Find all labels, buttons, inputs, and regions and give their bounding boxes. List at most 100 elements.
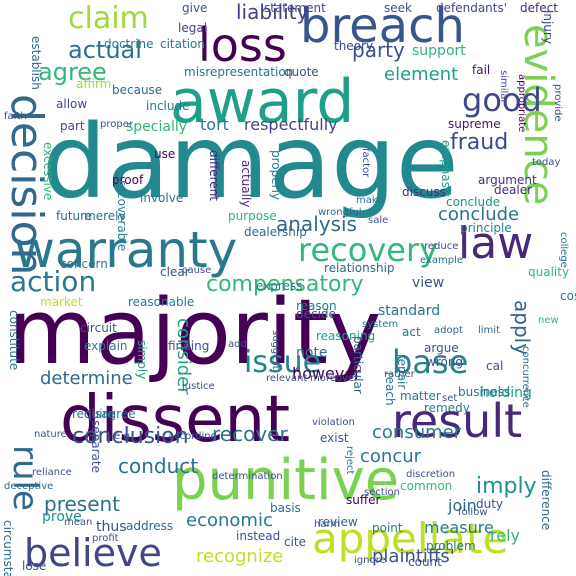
word-cloud-word: result	[392, 394, 523, 448]
word-cloud-word: citation	[160, 37, 205, 51]
word-cloud-word: believe	[24, 531, 162, 575]
word-cloud-word: good	[462, 81, 542, 119]
word-cloud-word: matter	[400, 389, 441, 403]
word-cloud-word: proper	[100, 119, 133, 130]
word-cloud-word: profit	[92, 533, 119, 544]
word-cloud-word: faith	[4, 111, 27, 122]
word-cloud-word: economic	[186, 510, 273, 531]
word-cloud-word: wrong	[426, 355, 464, 369]
word-cloud-word: today	[532, 157, 561, 168]
word-cloud-word: recognize	[196, 546, 284, 567]
word-cloud-word: majority	[8, 280, 382, 385]
word-cloud-word: determination	[212, 471, 283, 482]
word-cloud-word: view	[412, 275, 445, 291]
word-cloud-word: plaintiffs'	[372, 546, 455, 567]
word-cloud-word: analysis	[276, 212, 357, 236]
word-cloud-word: cause	[182, 265, 212, 276]
word-cloud-word: circuit	[80, 321, 117, 335]
word-cloud-word: issue	[244, 345, 322, 380]
word-cloud-word: instead	[236, 529, 281, 543]
word-cloud-word: because	[112, 83, 163, 97]
word-cloud-word: legal	[178, 21, 208, 35]
word-cloud-word: adopt	[434, 325, 463, 336]
word-cloud-word: theory	[334, 39, 374, 53]
word-cloud-word: conduct	[118, 454, 199, 478]
word-cloud-word: difference	[539, 470, 553, 531]
word-cloud-word: cost	[560, 289, 576, 303]
word-cloud-word: violation	[312, 417, 355, 428]
word-cloud-word: require	[72, 407, 115, 421]
word-cloud-word: nature	[34, 429, 67, 440]
word-cloud-word: defect	[520, 1, 558, 15]
word-cloud-word: act	[402, 325, 421, 339]
word-cloud-word: reasoning	[316, 329, 376, 343]
word-cloud-word: note	[296, 345, 328, 361]
word-cloud-word: loss	[198, 18, 287, 72]
word-cloud-word: explain	[84, 339, 128, 353]
word-cloud-word: college	[558, 232, 569, 268]
word-cloud-word: make	[356, 195, 384, 206]
word-cloud-word: tort	[200, 115, 229, 134]
word-cloud-word: agree	[38, 58, 107, 86]
word-cloud-word: finding	[168, 339, 210, 353]
word-cloud-word: element	[384, 64, 459, 85]
word-cloud-word: rely	[490, 526, 520, 545]
word-cloud-word: ignore	[354, 555, 386, 566]
word-cloud-word: constitute	[7, 310, 21, 371]
word-cloud-word: add	[228, 339, 247, 350]
word-cloud-word: disagree	[84, 407, 136, 421]
word-cloud-word: review	[318, 515, 358, 529]
word-cloud-word: dissent	[60, 383, 291, 457]
word-cloud-word: actual	[68, 36, 142, 64]
word-cloud-word: holding	[480, 385, 532, 401]
word-cloud-word: standard	[378, 303, 441, 319]
word-cloud-word: duty	[476, 497, 504, 511]
word-cloud-word: particular	[351, 336, 365, 394]
word-cloud-word: establish	[29, 36, 43, 90]
word-cloud-word: separate	[89, 420, 103, 473]
word-cloud-word: wrongful	[318, 207, 362, 218]
word-cloud-word: award	[170, 67, 355, 137]
word-cloud-word: breach	[300, 0, 465, 54]
word-cloud-word: doctrine	[104, 37, 154, 51]
word-cloud-word: conclude	[446, 195, 501, 209]
word-cloud-word: concurrence	[520, 346, 531, 408]
word-cloud-word: liability	[236, 0, 309, 24]
word-cloud-word: however	[292, 364, 361, 383]
word-cloud-word: involve	[140, 191, 184, 205]
word-cloud-word: support	[412, 43, 466, 59]
word-cloud-word: party	[352, 38, 405, 62]
word-cloud-word: action	[10, 265, 97, 298]
word-cloud-word: imply	[476, 474, 537, 499]
word-cloud-word: problem	[426, 539, 476, 553]
word-cloud-word: future	[56, 209, 93, 223]
word-cloud-word: allow	[56, 97, 88, 111]
word-cloud-word: set	[442, 393, 458, 404]
word-cloud-word: address	[126, 519, 174, 533]
word-cloud-word: measure	[424, 518, 494, 537]
word-cloud-word: reasonable	[128, 295, 195, 309]
word-cloud-word: cite	[284, 535, 307, 549]
word-cloud-word: reason	[296, 299, 337, 313]
word-cloud-word: part	[60, 119, 85, 133]
word-cloud-word: new	[538, 315, 559, 326]
word-cloud-word: lose	[22, 559, 47, 573]
word-cloud-word: statement	[264, 1, 326, 15]
word-cloud-word: suffer	[346, 493, 381, 507]
word-cloud-word: recovery	[298, 231, 439, 269]
word-cloud-word: argument	[478, 173, 537, 187]
word-cloud-word: basis	[270, 501, 301, 515]
word-cloud-word: purpose	[228, 209, 277, 223]
word-cloud-word: determine	[40, 368, 133, 389]
word-cloud-word: join	[448, 496, 477, 515]
word-cloud-word: conclude	[438, 204, 520, 225]
word-cloud-word: clear	[160, 265, 190, 279]
word-cloud-word: conclusion	[72, 424, 189, 449]
word-cloud-word: exist	[320, 431, 349, 445]
word-cloud-word: properly	[269, 150, 283, 200]
word-cloud-word: merely	[84, 209, 126, 223]
word-cloud-word: reduce	[424, 241, 459, 252]
word-cloud-word: proof	[112, 173, 144, 187]
word-cloud-word: suggest	[270, 330, 281, 370]
